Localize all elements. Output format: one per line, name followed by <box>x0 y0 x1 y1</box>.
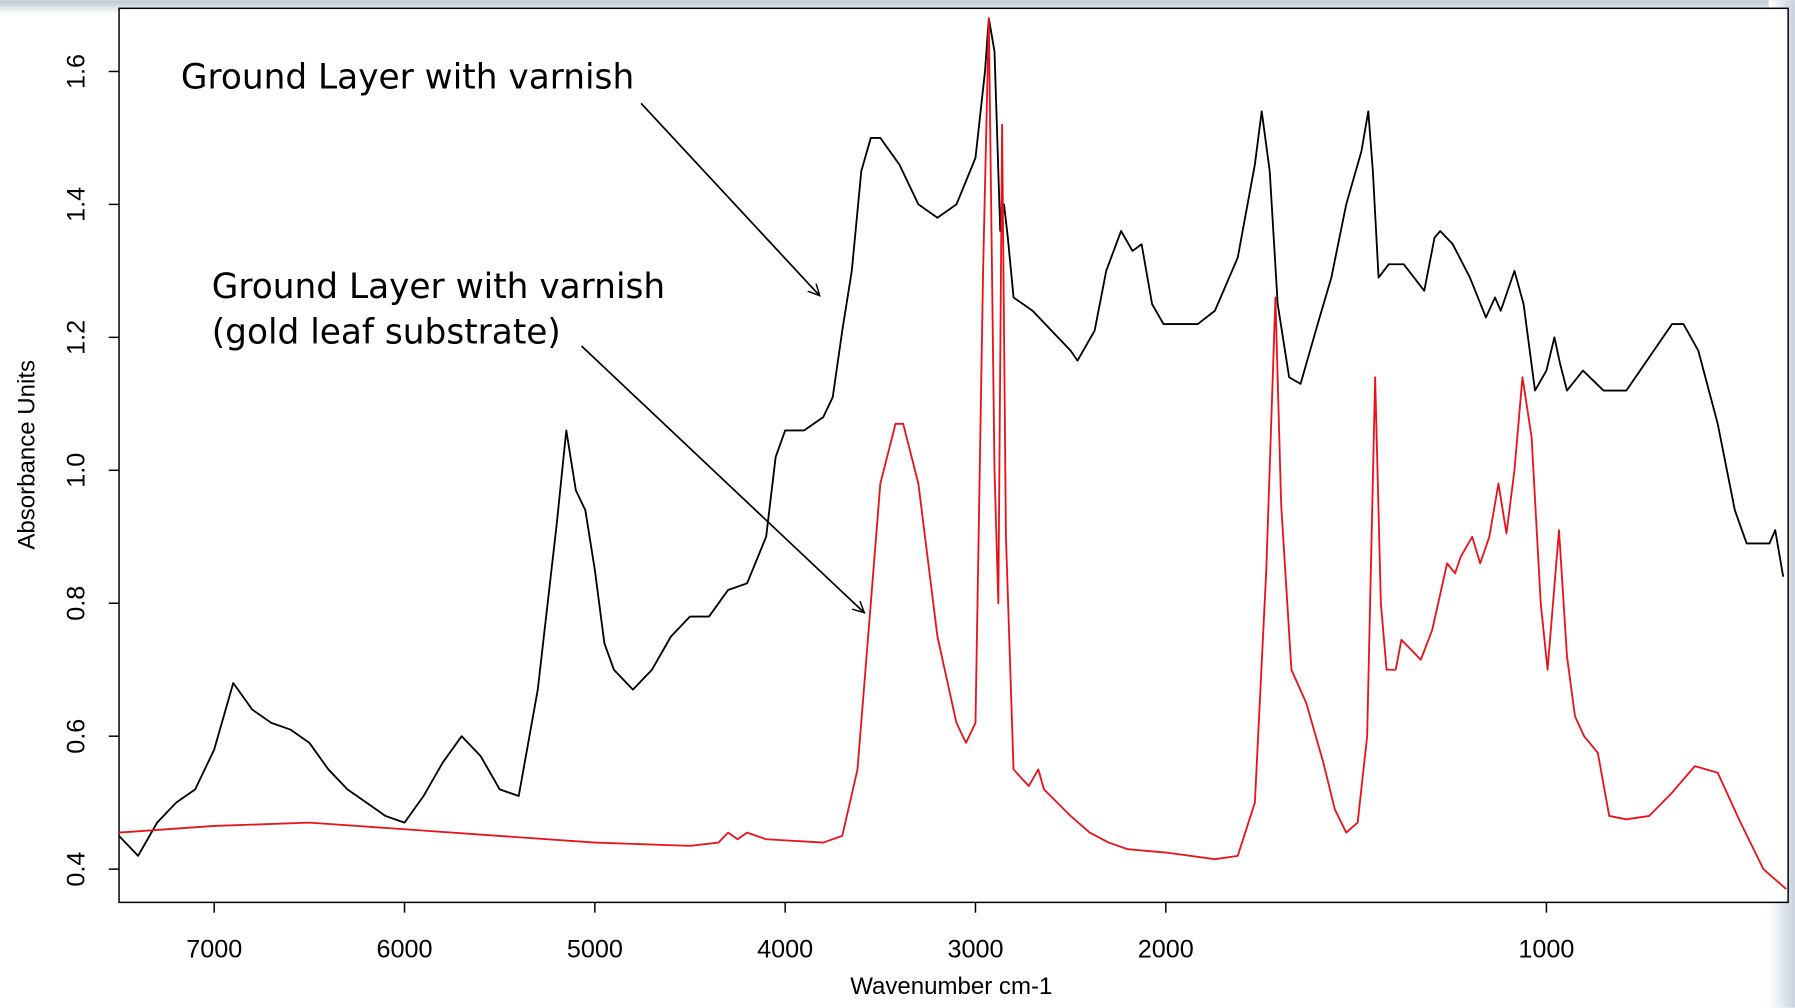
arrow <box>580 345 865 613</box>
annotation: (gold leaf substrate) <box>212 313 561 353</box>
x-tick-label: 4000 <box>757 935 813 963</box>
spectrum-line <box>118 17 1785 857</box>
x-tick-label: 5000 <box>567 935 623 963</box>
y-tick-label: 1.4 <box>63 187 91 222</box>
y-axis-label: Absorbance Units <box>13 360 40 550</box>
plot-frame <box>118 7 1789 904</box>
y-tick-label: 1.2 <box>63 320 91 355</box>
y-tick-label: 1.0 <box>63 453 91 488</box>
spectrum-line <box>118 17 1787 890</box>
y-tick-label: 1.6 <box>63 54 91 89</box>
y-tick-label: 0.4 <box>63 852 91 887</box>
annotation: Ground Layer with varnish <box>212 267 665 307</box>
y-tick-label: 0.6 <box>63 719 91 754</box>
x-tick-label: 6000 <box>377 935 433 963</box>
annotation: Ground Layer with varnish <box>181 57 634 97</box>
x-tick-label: 3000 <box>947 935 1003 963</box>
x-tick-label: 1000 <box>1518 935 1574 963</box>
y-tick-label: 0.8 <box>63 586 91 621</box>
x-tick-label: 7000 <box>186 935 242 963</box>
arrow <box>640 102 820 295</box>
x-axis-label: Wavenumber cm-1 <box>850 973 1052 1000</box>
x-tick-label: 2000 <box>1138 935 1194 963</box>
